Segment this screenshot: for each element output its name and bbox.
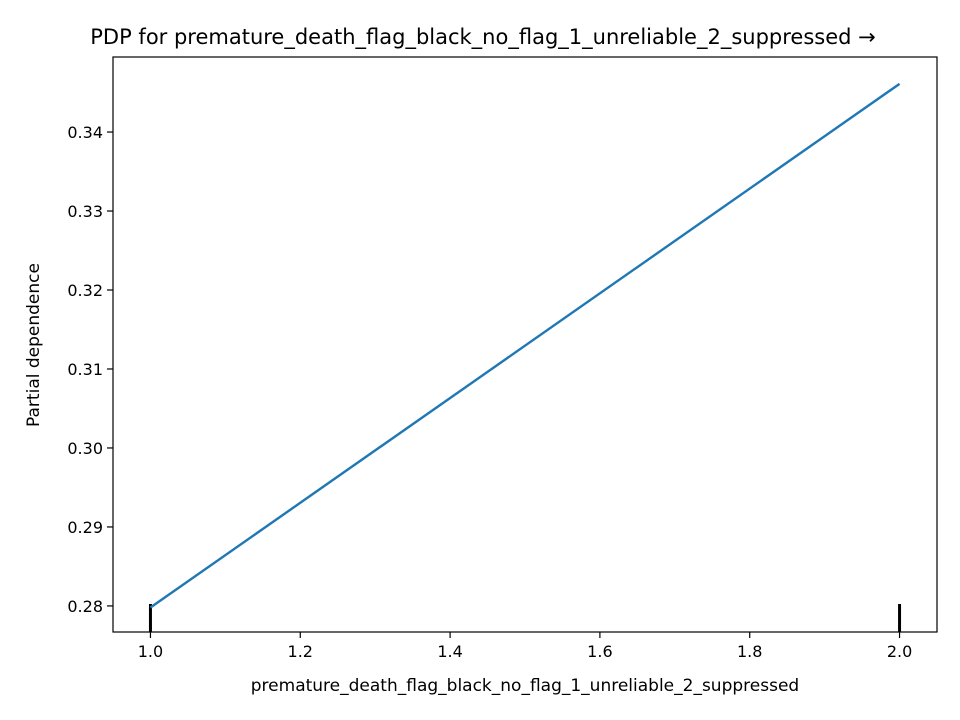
y-tick-label: 0.34 xyxy=(67,123,103,142)
y-axis-label: Partial dependence xyxy=(24,263,44,427)
y-tick-label: 0.31 xyxy=(67,360,103,379)
y-axis: 0.28 0.29 0.30 0.31 0.32 0.33 0.34 xyxy=(67,123,113,616)
series-line xyxy=(149,82,901,609)
x-tick-label: 2.0 xyxy=(887,642,912,661)
y-tick-label: 0.28 xyxy=(67,597,103,616)
y-tick-label: 0.30 xyxy=(67,439,103,458)
x-tick-label: 1.0 xyxy=(138,642,163,661)
x-axis-label: premature_death_flag_black_no_flag_1_unr… xyxy=(251,676,799,696)
axes-frame xyxy=(112,56,938,633)
x-tick-label: 1.6 xyxy=(587,642,612,661)
x-tick-label: 1.4 xyxy=(437,642,462,661)
rug-marks xyxy=(148,604,902,632)
chart-title: PDP for premature_death_flag_black_no_fl… xyxy=(90,25,875,50)
y-tick-label: 0.33 xyxy=(67,202,103,221)
x-axis: 1.0 1.2 1.4 1.6 1.8 2.0 xyxy=(138,632,912,661)
y-tick-label: 0.29 xyxy=(67,518,103,537)
x-tick-label: 1.2 xyxy=(288,642,313,661)
y-tick-label: 0.32 xyxy=(67,281,103,300)
x-tick-label: 1.8 xyxy=(737,642,762,661)
series-layer xyxy=(149,82,901,609)
